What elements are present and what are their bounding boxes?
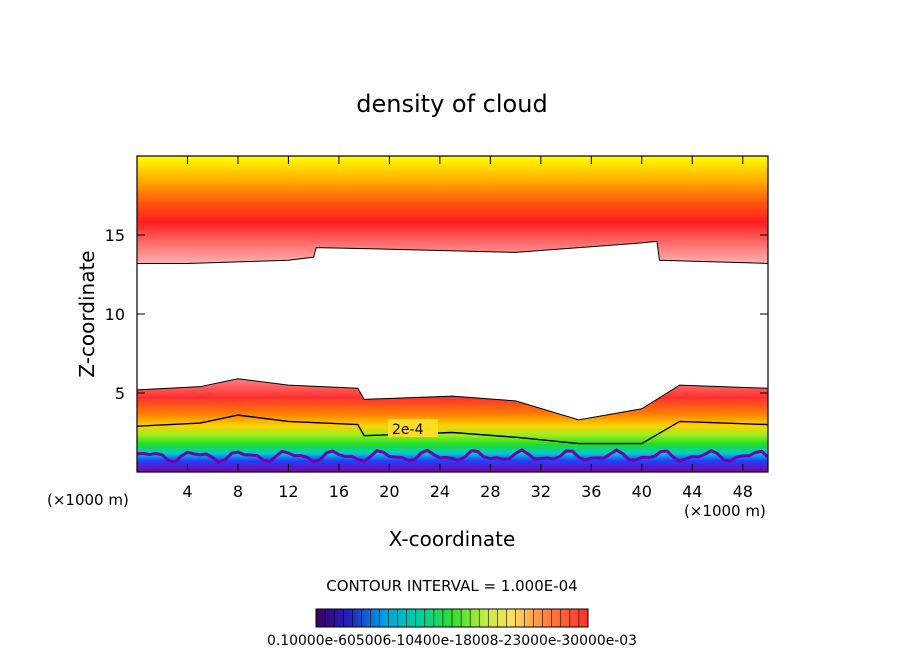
x-tick-label: 8	[233, 482, 243, 501]
lower-cloud-base-noise	[137, 448, 768, 464]
x-tick-label: 20	[379, 482, 399, 501]
x-tick-label: 16	[329, 482, 349, 501]
x-tick-label: 4	[182, 482, 192, 501]
y-axis-label: Z-coordinate	[75, 250, 99, 377]
x-tick-label: 32	[531, 482, 551, 501]
x-tick-label: 24	[430, 482, 450, 501]
x-tick-label: 44	[682, 482, 702, 501]
y-tick-label: 10	[105, 305, 125, 324]
contour-interval-text: CONTOUR INTERVAL = 1.000E-04	[326, 577, 577, 595]
x-unit-left: (×1000 m)	[47, 491, 129, 509]
contour-label: 2e-4	[392, 422, 424, 438]
colorbar-divisions	[324, 609, 580, 627]
x-tick-label: 12	[278, 482, 298, 501]
lower-cloud-band	[137, 378, 768, 472]
y-tick-label: 15	[105, 226, 125, 245]
colorbar-tick-labels: 0.10000e-605006-10400e-18008-23000e-3000…	[267, 633, 637, 649]
upper-cloud-contour	[137, 240, 768, 264]
x-tick-label: 28	[480, 482, 500, 501]
y-tick-label: 5	[115, 384, 125, 403]
x-tick-label: 40	[632, 482, 652, 501]
contour-label-background	[388, 419, 438, 437]
x-axis-label: X-coordinate	[389, 527, 516, 551]
y-axis: 5 10 15	[105, 226, 768, 403]
x-tick-label: 36	[581, 482, 601, 501]
upper-cloud-band	[137, 156, 768, 264]
chart-title: density of cloud	[356, 90, 547, 118]
lower-cloud-contour	[137, 378, 768, 421]
x-axis: 4 8 12 16 20 24 28 32 36 40 44 48	[182, 156, 753, 501]
x-tick-label: 48	[733, 482, 753, 501]
x-unit-right: (×1000 m)	[684, 502, 766, 520]
